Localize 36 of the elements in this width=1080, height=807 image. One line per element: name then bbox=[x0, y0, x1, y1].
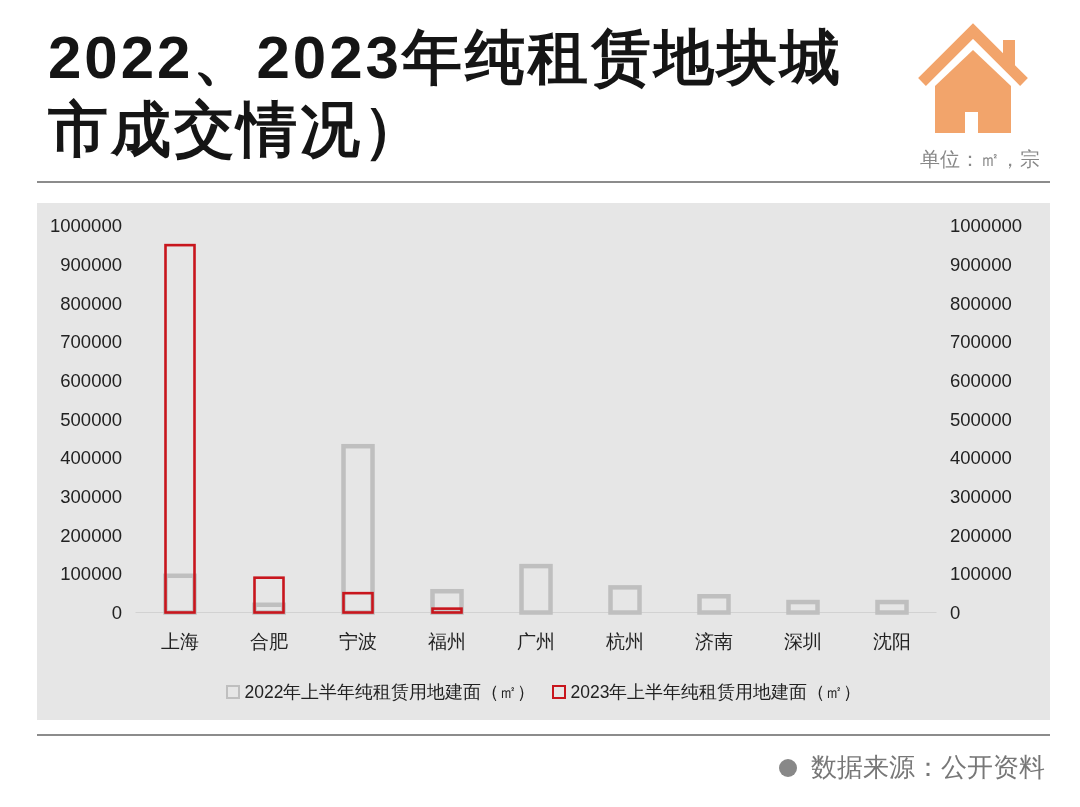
y-tick-label: 900000 bbox=[60, 253, 122, 275]
y2-tick-label: 0 bbox=[950, 602, 961, 623]
y2-tick-label: 1000000 bbox=[950, 215, 1023, 237]
y2-tick-label: 200000 bbox=[950, 524, 1012, 546]
y2-tick-label: 600000 bbox=[950, 369, 1012, 391]
chart-title: 2022、2023年纯租赁地块城市成交情况） bbox=[48, 23, 844, 165]
text: 单位：㎡，宗 bbox=[920, 147, 1040, 172]
y2-tick-label: 100000 bbox=[950, 563, 1012, 585]
y2-tick-label: 400000 bbox=[950, 447, 1012, 469]
y-tick-label: 800000 bbox=[60, 292, 122, 314]
y2-tick-label: 300000 bbox=[950, 485, 1012, 507]
x-tick-label: 上海 bbox=[161, 630, 199, 652]
source-note: 数据来源：公开资料 bbox=[811, 751, 1045, 784]
x-tick-label: 福州 bbox=[428, 630, 466, 652]
y2-tick-label: 800000 bbox=[950, 292, 1012, 314]
y2-tick-label: 700000 bbox=[950, 331, 1012, 353]
y-tick-label: 0 bbox=[111, 602, 122, 623]
y-tick-label: 100000 bbox=[60, 563, 122, 585]
y-tick-label: 500000 bbox=[60, 408, 122, 430]
y-tick-label: 700000 bbox=[60, 331, 122, 353]
x-tick-label: 沈阳 bbox=[873, 630, 911, 652]
x-tick-label: 合肥 bbox=[250, 630, 288, 652]
legend-label: 2023年上半年纯租赁用地建面（㎡） bbox=[570, 681, 862, 704]
x-tick-label: 广州 bbox=[517, 630, 555, 652]
y-tick-label: 400000 bbox=[60, 447, 122, 469]
legend-label: 2022年上半年纯租赁用地建面（㎡） bbox=[244, 681, 536, 704]
y2-tick-label: 500000 bbox=[950, 408, 1012, 430]
y2-tick-label: 900000 bbox=[950, 253, 1012, 275]
x-tick-label: 杭州 bbox=[605, 630, 644, 652]
y-tick-label: 300000 bbox=[60, 485, 122, 507]
y-tick-label: 600000 bbox=[60, 369, 122, 391]
x-tick-label: 宁波 bbox=[339, 630, 377, 652]
y-tick-label: 1000000 bbox=[49, 215, 122, 237]
y-tick-label: 200000 bbox=[60, 524, 122, 546]
x-tick-label: 深圳 bbox=[784, 630, 822, 652]
x-tick-label: 济南 bbox=[695, 630, 733, 652]
